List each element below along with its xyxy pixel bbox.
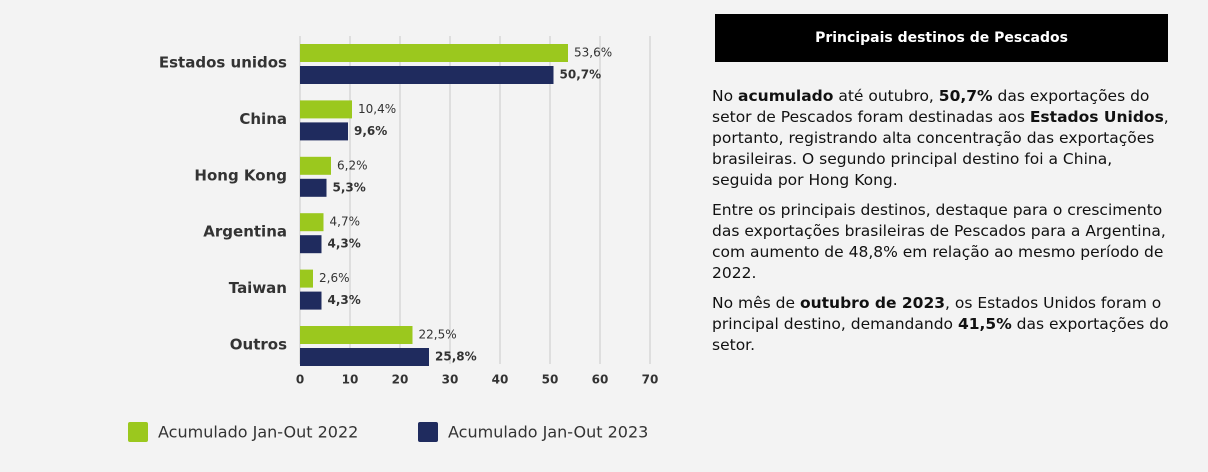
bar	[300, 326, 413, 344]
bold-text: Estados Unidos	[1029, 108, 1164, 126]
bold-text: acumulado	[738, 87, 834, 105]
data-label: 2,6%	[319, 271, 350, 285]
bold-text: 41,5%	[957, 315, 1012, 333]
y-tick-label: Estados unidos	[159, 54, 287, 72]
y-tick-label: Hong Kong	[194, 166, 287, 184]
bar	[300, 178, 327, 197]
bar	[300, 291, 322, 310]
data-label: 22,5%	[419, 328, 457, 342]
data-label: 53,6%	[574, 46, 612, 60]
y-tick-label: China	[239, 110, 287, 128]
bar	[300, 235, 322, 254]
bar	[300, 100, 352, 119]
data-label: 5,3%	[333, 180, 366, 194]
text: das exportações do setor de Pescados for…	[712, 87, 1150, 126]
bar	[300, 66, 554, 84]
paragraphs: No acumulado até outubro, 50,7% das expo…	[712, 86, 1172, 356]
text: até outubro,	[833, 87, 939, 105]
x-tick-label: 50	[542, 373, 559, 387]
bar	[300, 348, 429, 366]
text: , portanto, registrando alta concentraçã…	[712, 108, 1169, 189]
data-label: 4,3%	[328, 237, 361, 251]
x-tick-label: 70	[642, 373, 659, 387]
bar	[300, 269, 313, 288]
panel-title: Principais destinos de Pescados	[715, 14, 1168, 62]
legend-label: Acumulado Jan-Out 2023	[448, 423, 648, 442]
x-tick-label: 30	[442, 373, 459, 387]
data-label: 50,7%	[560, 68, 602, 82]
data-label: 25,8%	[435, 350, 477, 364]
y-tick-label: Taiwan	[229, 279, 287, 297]
data-label: 6,2%	[337, 158, 368, 172]
bar	[300, 122, 348, 141]
x-tick-label: 40	[492, 373, 509, 387]
bar	[300, 44, 568, 62]
text-panel: Principais destinos de Pescados No acumu…	[712, 14, 1172, 365]
legend-label: Acumulado Jan-Out 2022	[158, 423, 358, 442]
data-label: 4,7%	[330, 215, 361, 229]
text: No	[712, 87, 739, 105]
paragraph: Entre os principais destinos, destaque p…	[712, 200, 1172, 284]
chart: 0 10 20 30 40 50 60 70 Estados unidos 53,6% 50,7% C…	[128, 36, 659, 442]
legend-swatch	[128, 422, 148, 442]
bold-text: outubro de 2023	[799, 294, 946, 312]
data-label: 9,6%	[354, 124, 387, 138]
x-tick-label: 0	[296, 373, 304, 387]
legend-swatch	[418, 422, 438, 442]
x-tick-label: 60	[592, 373, 609, 387]
bar	[300, 213, 324, 232]
text: , os Estados Unidos foram o principal de…	[712, 294, 1162, 333]
x-tick-label: 20	[392, 373, 409, 387]
y-tick-label: Outros	[230, 336, 287, 354]
text: das exportações do setor.	[712, 315, 1169, 354]
text: No mês de	[712, 294, 800, 312]
data-label: 4,3%	[328, 293, 361, 307]
bar	[300, 156, 331, 175]
data-label: 10,4%	[358, 102, 396, 116]
paragraph: No acumulado até outubro, 50,7% das expo…	[712, 86, 1172, 191]
x-tick-label: 10	[342, 373, 359, 387]
y-tick-label: Argentina	[203, 223, 287, 241]
paragraph: No mês de outubro de 2023, os Estados Un…	[712, 293, 1172, 356]
bold-text: 50,7%	[938, 87, 993, 105]
text: Entre os principais destinos, destaque p…	[712, 201, 1166, 282]
